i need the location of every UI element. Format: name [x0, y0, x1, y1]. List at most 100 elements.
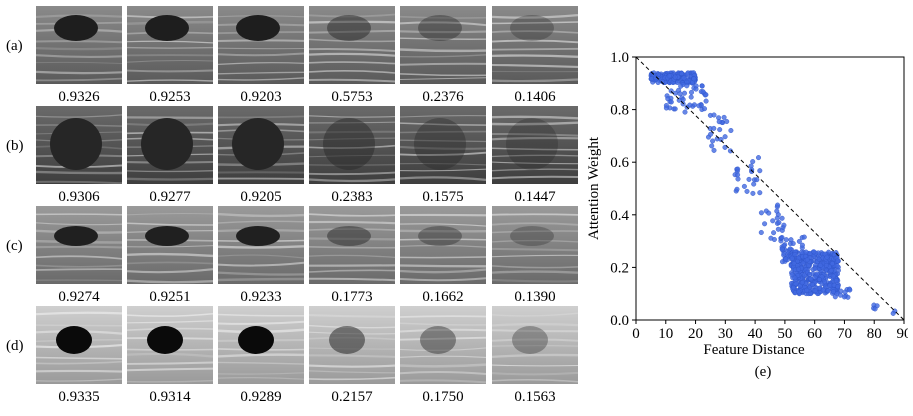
ultrasound-image	[492, 306, 578, 384]
reference-line	[635, 56, 905, 321]
ultrasound-image	[36, 306, 122, 384]
data-point	[775, 202, 781, 208]
data-point	[684, 71, 690, 77]
x-tick-label: 50	[777, 326, 792, 342]
data-point	[711, 125, 717, 131]
data-point	[672, 74, 678, 80]
row-label: (d)	[6, 338, 24, 354]
attention-score: 0.9233	[240, 289, 282, 305]
data-point	[834, 258, 840, 264]
data-point	[709, 143, 715, 149]
ultrasound-image	[492, 206, 578, 284]
data-point	[762, 221, 768, 227]
y-tick-label: 0.6	[610, 155, 629, 171]
x-tick-label: 40	[748, 326, 763, 342]
data-point	[834, 263, 840, 269]
attention-score: 0.2157	[331, 389, 373, 405]
x-tick-label: 80	[867, 326, 882, 342]
data-point	[811, 249, 817, 255]
x-tick-label: 30	[718, 326, 733, 342]
data-point	[691, 76, 697, 82]
data-point	[812, 266, 818, 272]
attention-score: 0.5753	[331, 89, 373, 105]
y-tick-label: 0.8	[610, 103, 629, 119]
data-point	[799, 280, 805, 286]
attention-score: 0.1750	[422, 389, 464, 405]
ultrasound-image	[36, 6, 122, 84]
data-point	[703, 98, 709, 104]
data-point	[779, 215, 785, 221]
attention-score: 0.1390	[514, 289, 556, 305]
data-point	[774, 215, 780, 221]
data-point	[842, 289, 848, 295]
ultrasound-image	[127, 206, 213, 284]
data-point	[678, 70, 684, 76]
row-label: (b)	[6, 138, 24, 154]
data-point	[812, 288, 818, 294]
data-point	[676, 97, 682, 103]
y-axis-label: Attention Weight	[586, 136, 602, 240]
data-point	[828, 268, 834, 274]
attention-score: 0.1662	[422, 289, 464, 305]
data-point	[768, 235, 774, 241]
data-point	[847, 287, 853, 293]
data-point	[829, 261, 835, 267]
x-tick-label: 70	[837, 326, 852, 342]
x-tick-label: 90	[897, 326, 909, 342]
data-point	[755, 155, 761, 161]
data-point	[779, 246, 785, 252]
data-point	[770, 218, 776, 224]
ultrasound-image	[400, 206, 486, 284]
data-point	[818, 262, 824, 268]
data-point	[796, 238, 802, 244]
ultrasound-image	[127, 6, 213, 84]
data-point	[677, 91, 683, 97]
data-point	[872, 306, 878, 312]
data-point	[808, 276, 814, 282]
data-point	[757, 190, 763, 196]
data-point	[799, 249, 805, 255]
data-point	[833, 278, 839, 284]
data-point	[708, 131, 714, 137]
data-point	[790, 240, 796, 246]
ultrasound-image	[309, 6, 395, 84]
ultrasound-image	[309, 106, 395, 184]
row-label: (a)	[6, 38, 23, 54]
data-point	[741, 183, 747, 189]
data-point	[665, 96, 671, 102]
data-point	[678, 83, 684, 89]
attention-score: 0.9205	[240, 189, 282, 205]
ultrasound-image	[492, 106, 578, 184]
data-point	[799, 242, 805, 248]
data-point	[696, 103, 702, 109]
data-point	[820, 287, 826, 293]
ultrasound-image	[36, 206, 122, 284]
data-point	[832, 294, 838, 300]
data-point	[781, 222, 787, 228]
data-point	[758, 229, 764, 235]
attention-score: 0.9335	[58, 389, 100, 405]
data-point	[787, 246, 793, 252]
data-point	[758, 210, 764, 216]
attention-score: 0.1563	[514, 389, 556, 405]
data-point	[825, 288, 831, 294]
ultrasound-image	[218, 106, 304, 184]
ultrasound-image	[492, 6, 578, 84]
attention-score: 0.9251	[149, 289, 191, 305]
data-point	[746, 176, 752, 182]
data-point	[800, 260, 806, 266]
data-point	[803, 249, 809, 255]
data-point	[717, 127, 723, 133]
data-point	[793, 281, 799, 287]
data-point	[766, 210, 772, 216]
data-point	[682, 109, 688, 115]
data-point	[823, 262, 829, 268]
data-point	[748, 163, 754, 169]
x-tick-label: 20	[688, 326, 703, 342]
data-point	[668, 99, 674, 105]
attention-score: 0.9277	[149, 189, 191, 205]
data-point	[796, 289, 802, 295]
ultrasound-image	[127, 306, 213, 384]
data-point	[789, 272, 795, 278]
data-point	[749, 168, 755, 174]
